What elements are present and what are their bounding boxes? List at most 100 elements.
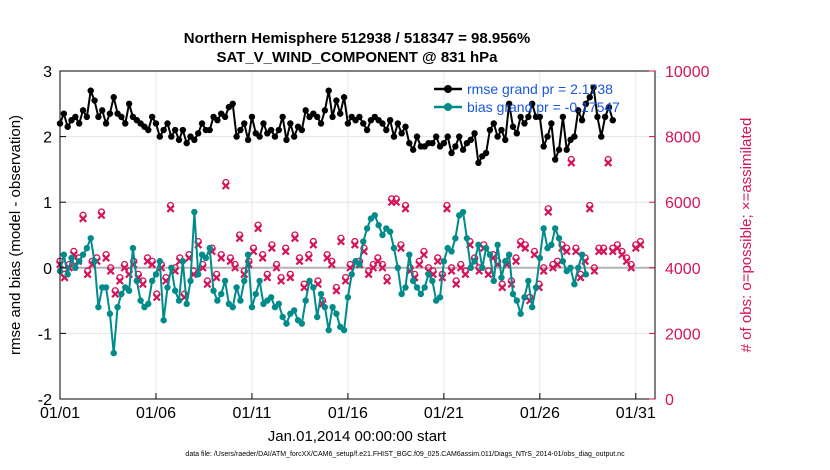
obs-assimilated-point [553,260,562,269]
obs-assimilated-point [272,263,281,272]
bias-point [421,284,428,291]
obs-assimilated-point [429,270,438,279]
plot-data [56,83,645,357]
rmse-point [122,120,129,127]
bias-point [555,235,563,242]
rmse-point [344,120,352,127]
bias-point [137,297,144,304]
rmse-point [183,139,190,147]
bias-point [406,251,413,258]
x-tick-label-6: 01/31 [616,405,656,422]
bias-point [333,310,340,317]
rmse-point [290,133,298,140]
obs-assimilated-point [604,158,613,167]
obs-assimilated-point [433,257,442,266]
rmse-point [452,143,459,150]
obs-assimilated-point [585,204,594,213]
rmse-point [248,113,256,121]
bias-point [114,303,121,311]
bias-series-markers [56,208,590,357]
legend-rmse-marker [444,85,452,93]
rmse-point [429,139,436,147]
bias-point [233,284,240,291]
obs-assimilated-point [350,240,359,249]
rmse-point [413,133,421,140]
obs-assimilated-point [521,244,530,253]
left-tick-label-1: -1 [38,326,52,343]
rmse-point [79,107,87,114]
bias-point [525,277,532,285]
right-axis-ticks: 0 2000 4000 6000 8000 10000 [649,64,710,409]
bias-point [394,264,402,271]
obs-assimilated-point [401,204,410,213]
rmse-point [555,146,563,153]
bias-point [340,326,348,334]
bias-point [521,294,528,301]
bias-point [87,235,94,242]
rmse-point [175,136,183,144]
bias-point [386,228,394,235]
rmse-point [275,126,283,134]
bias-point [183,300,190,308]
bias-point [486,251,494,258]
bias-point [417,290,425,298]
bias-point [471,258,478,265]
rmse-point [575,107,582,114]
obs-assimilated-point [396,244,405,253]
bias-point [60,251,68,258]
rmse-point [256,133,263,140]
bias-point [206,244,213,252]
rmse-point [513,130,521,137]
rmse-point [233,133,240,140]
rmse-point [156,133,164,140]
bias-point [425,271,432,278]
obs-assimilated-point [138,280,147,289]
obs-assimilated-point [378,263,387,272]
obs-assimilated-point [286,273,295,282]
bias-point [237,297,244,304]
bias-point [463,235,471,242]
rmse-point [244,136,252,144]
bias-point [75,258,83,265]
obs-assimilated-point [323,253,332,262]
bias-point [505,251,513,258]
obs-assimilated-point [364,270,373,279]
bias-point [513,297,521,304]
rmse-point [467,136,474,144]
obs-assimilated-point [627,263,636,272]
obs-assimilated-point [102,253,111,262]
bias-point [302,297,309,304]
obs-assimilated-point [281,247,290,256]
bias-point [551,225,559,232]
bias-point [440,258,448,265]
rmse-point [482,149,490,157]
rmse-point [409,146,417,153]
bias-point [348,271,355,278]
rmse-point [152,120,160,127]
rmse-point [406,139,413,147]
rmse-point [548,120,555,127]
bias-point [68,254,75,262]
rmse-point [283,136,290,144]
obs-assimilated-point [544,208,553,217]
obs-assimilated-point [618,250,626,259]
bias-point [152,271,160,278]
bias-point [413,284,421,291]
obs-assimilated-point [148,260,157,269]
bias-point [371,212,378,219]
rmse-point [475,159,482,167]
obs-assimilated-point [512,257,521,266]
x-tick-label-4: 01/21 [424,405,464,422]
bias-point [202,254,210,262]
obs-assimilated-point [392,198,401,207]
rmse-point [302,107,309,114]
x-tick-label-5: 01/26 [520,405,560,422]
obs-assimilated-point [221,181,230,190]
rmse-point [398,130,405,137]
legend: rmse grand pr = 2.1738 bias grand pr = -… [434,81,620,115]
obs-assimilated-point [309,240,318,249]
bias-point [325,326,332,334]
rmse-point [75,120,83,127]
rmse-point [379,120,386,127]
